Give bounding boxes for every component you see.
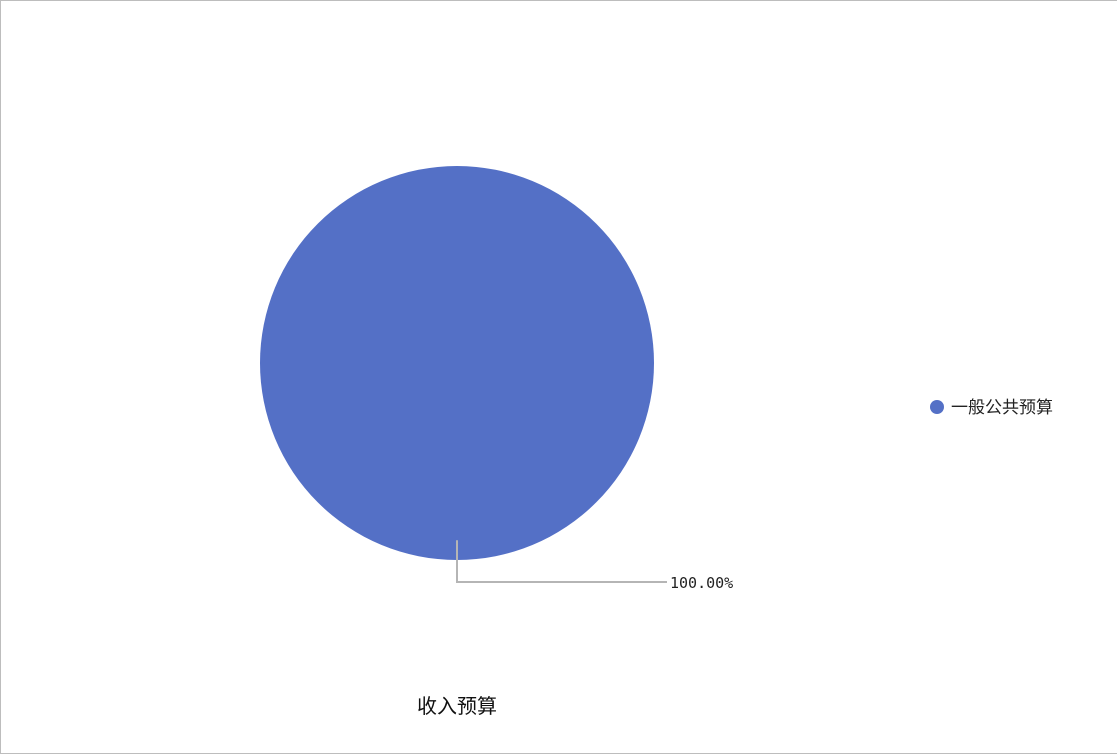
leader-line <box>456 540 667 583</box>
slice-data-label: 100.00% <box>670 574 733 592</box>
legend: 一般公共预算 <box>930 398 1053 418</box>
slice-labels: 100.00% <box>670 574 733 592</box>
pie-slices <box>260 166 654 560</box>
pie-slice <box>260 166 654 560</box>
slice-leader-lines <box>456 540 667 583</box>
legend-marker <box>930 400 944 414</box>
chart-title: 收入预算 <box>417 694 497 718</box>
legend-label: 一般公共预算 <box>951 398 1053 418</box>
